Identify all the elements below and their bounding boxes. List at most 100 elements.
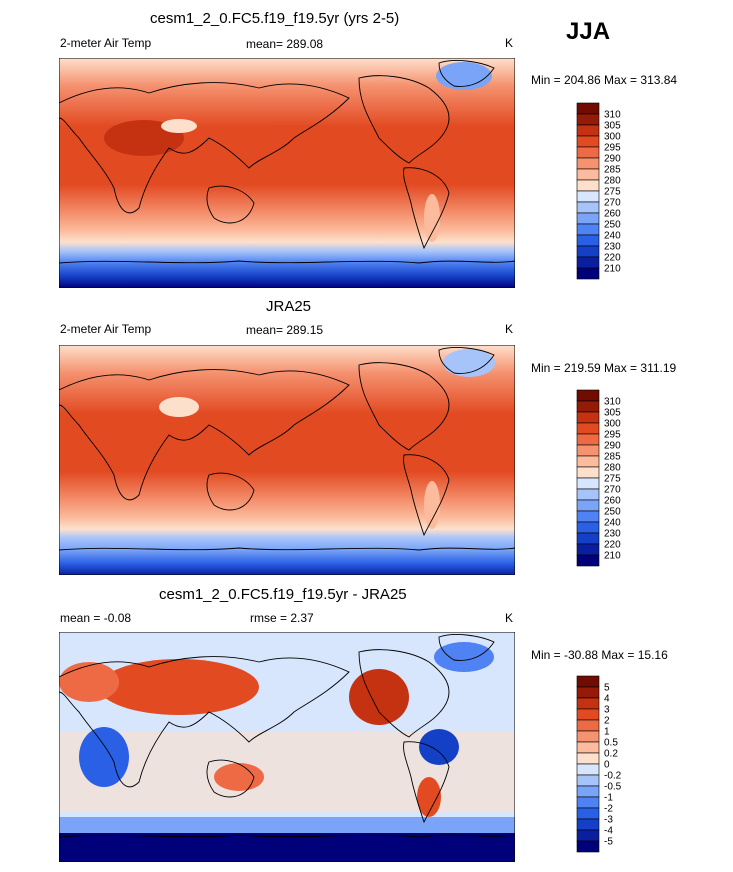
panel-1-variable-label: 2-meter Air Temp [60,36,152,50]
panel-3-warm-bias [99,659,259,715]
colorbar-tick-label: 260 [604,496,621,507]
panel-2-greenland-cold [443,349,495,377]
colorbar-swatch [576,774,600,787]
panel-3-map [59,632,515,862]
panel-3-cold-bias [434,642,494,672]
colorbar-tick-label: 305 [604,408,621,419]
panel-2-mean-label: mean= 289.15 [246,323,324,337]
panel-3-warm-bias [59,662,119,702]
colorbar-tick-label: 300 [604,132,621,143]
colorbar-tick-label: 0.2 [604,749,618,760]
colorbar-tick-label: 270 [604,198,621,209]
panel-2-coastlines [59,347,515,551]
colorbar-tick-label: 250 [604,507,621,518]
panel-3-warm-bias [214,763,264,791]
colorbar-tick-label: 1 [604,727,610,738]
colorbar-tick-label: -0.2 [604,771,622,782]
colorbar-swatch [576,785,600,798]
colorbar-swatch [576,510,600,523]
panel-1-warm-blob [169,125,409,181]
colorbar-tick-label: 240 [604,518,621,529]
colorbar-tick-label: 3 [604,705,610,716]
panel-3-cold-bias [419,729,459,765]
panel-3-minmax: Min = -30.88 Max = 15.16 [531,648,668,662]
colorbar-tick-label: 210 [604,551,621,562]
colorbar-swatch [576,499,600,512]
season-label: JJA [566,18,611,45]
colorbar-tick-label: 5 [604,683,610,694]
colorbar-swatch [576,223,600,236]
colorbar-swatch [576,477,600,490]
colorbar-tick-label: 310 [604,110,621,121]
colorbar-swatch [576,818,600,831]
colorbar-tick-label: 240 [604,231,621,242]
colorbar-swatch [576,389,600,402]
colorbar-tick-label: -2 [604,804,613,815]
colorbar-swatch [576,245,600,258]
colorbar-tick-label: 4 [604,694,610,705]
colorbar-swatch [576,686,600,699]
colorbar-tick-label: 260 [604,209,621,220]
colorbar-tick-label: 285 [604,452,621,463]
colorbar-swatch [576,411,600,424]
colorbar-swatch [576,466,600,479]
colorbar-swatch [576,488,600,501]
colorbar-swatch [576,135,600,148]
colorbar-tick-label: 280 [604,463,621,474]
colorbar-tick-label: -1 [604,793,613,804]
panel-3-units: K [505,611,514,625]
panel-3-title: cesm1_2_0.FC5.f19_f19.5yr - JRA25 [159,586,407,603]
colorbar-tick-label: 210 [604,264,621,275]
panel-1-mean-label: mean= 289.08 [246,37,324,51]
panel-3-coastlines [59,634,515,838]
panel-2-title: JRA25 [266,298,312,315]
colorbar-swatch [576,521,600,534]
colorbar-tick-label: 295 [604,430,621,441]
panel-1-title: cesm1_2_0.FC5.f19_f19.5yr (yrs 2-5) [150,10,400,27]
panel-1-minmax: Min = 204.86 Max = 313.84 [531,73,678,87]
colorbar-swatch [576,543,600,556]
colorbar-tick-label: -4 [604,826,613,837]
colorbar-swatch [576,422,600,435]
panel-1-coastlines [59,60,515,264]
colorbar-swatch [576,697,600,710]
colorbar-tick-label: 310 [604,397,621,408]
panel-2-warm-blob [169,419,389,471]
colorbar-tick-label: 220 [604,540,621,551]
panel-2-units: K [505,322,514,336]
colorbar-tick-label: 300 [604,419,621,430]
colorbar-swatch [576,168,600,181]
panel-3-rmse-label: rmse = 2.37 [250,611,314,625]
colorbar-tick-label: 280 [604,176,621,187]
panel-3-cold-bias [79,727,129,787]
colorbar-swatch [576,763,600,776]
colorbar-tick-label: 275 [604,187,621,198]
panel-2-colorbar: 3103053002952902852802752702602502402302… [576,389,621,567]
panel-1-map [59,58,515,288]
panel-1-andes-cool [424,194,440,242]
colorbar-tick-label: -0.5 [604,782,622,793]
colorbar-swatch [576,267,600,280]
panel-3-warm-bias [417,777,441,817]
panel-2-variable-label: 2-meter Air Temp [60,322,152,336]
colorbar-swatch [576,455,600,468]
panel-1-tibet-cool [161,119,197,133]
colorbar-swatch [576,807,600,820]
panel-1-units: K [505,36,514,50]
colorbar-tick-label: 0.5 [604,738,618,749]
colorbar-swatch [576,179,600,192]
colorbar-swatch [576,840,600,853]
panel-2-andes-cool [424,481,440,529]
colorbar-tick-label: 295 [604,143,621,154]
colorbar-swatch [576,124,600,137]
colorbar-swatch [576,730,600,743]
colorbar-swatch [576,157,600,170]
colorbar-tick-label: 2 [604,716,610,727]
panel-3-warm-bias [349,669,409,725]
panel-2-warm-blob [89,414,179,446]
panel-1-greenland-cold [436,62,492,90]
colorbar-swatch [576,212,600,225]
colorbar-tick-label: 305 [604,121,621,132]
colorbar-swatch [576,201,600,214]
